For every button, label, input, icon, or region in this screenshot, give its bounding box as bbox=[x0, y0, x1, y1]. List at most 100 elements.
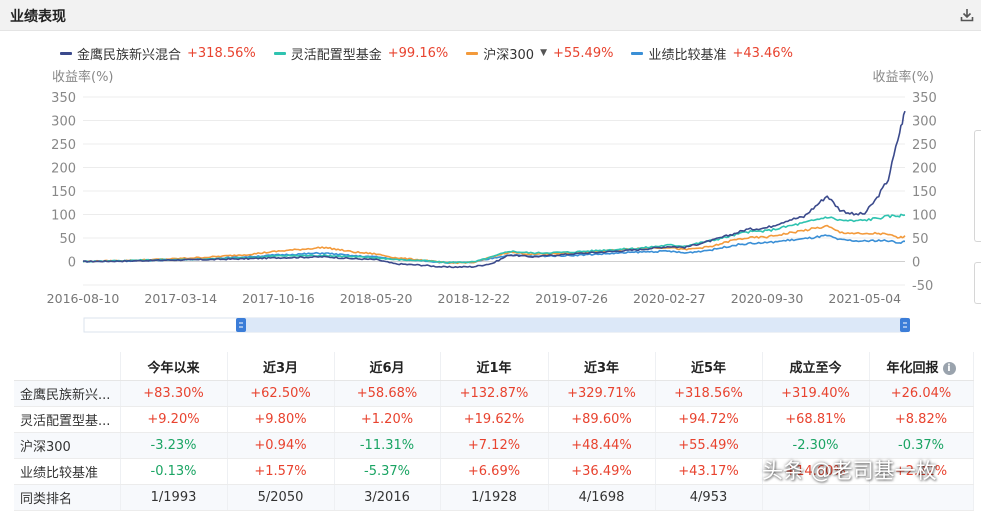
legend-item-flexible[interactable]: 灵活配置型基金 +99.16% bbox=[273, 44, 448, 63]
table-cell: 4/953 bbox=[655, 484, 763, 511]
table-cell: +2.22% bbox=[869, 458, 974, 485]
table-cell: +89.60% bbox=[548, 406, 656, 433]
y-tick-left: 100 bbox=[51, 209, 76, 224]
range-slider-handle[interactable] bbox=[236, 318, 246, 332]
y-tick-right: 250 bbox=[912, 138, 937, 153]
series-line-1 bbox=[82, 213, 906, 264]
legend-name: 业绩比较基准 bbox=[648, 47, 727, 63]
table-cell: +8.82% bbox=[869, 406, 974, 433]
table-cell: +329.71% bbox=[548, 380, 656, 407]
y-tick-right: 350 bbox=[912, 91, 937, 106]
legend-swatch bbox=[631, 51, 644, 55]
table-cell: +48.44% bbox=[548, 432, 656, 459]
row-name: 同类排名 bbox=[14, 484, 121, 511]
table-cell: -0.37% bbox=[869, 432, 974, 459]
table-cell: +94.72% bbox=[655, 406, 763, 433]
dropdown-caret-icon[interactable]: ▼ bbox=[540, 48, 547, 58]
table-header-cell: 今年以来 bbox=[120, 352, 228, 381]
y-tick-left: 150 bbox=[51, 185, 76, 200]
y-tick-right: 150 bbox=[912, 185, 937, 200]
side-tab[interactable] bbox=[974, 262, 981, 304]
x-tick-label: 2020-09-30 bbox=[731, 291, 804, 306]
table-header-cell bbox=[14, 352, 121, 381]
legend-name: 沪深300 bbox=[483, 47, 535, 63]
table-row[interactable]: 业绩比较基准 -0.13% +1.57% -5.37% +6.69% +36.49% +43… bbox=[14, 458, 974, 485]
performance-line-chart: 0 50 100 150 200 250 300 350 -50 0 50 100 150 200 250 3… bbox=[47, 69, 937, 333]
table-row[interactable]: 沪深300 -3.23% +0.94% -11.31% +7.12% +48.44% +55… bbox=[14, 432, 974, 459]
y-tick-left: 50 bbox=[59, 232, 76, 247]
table-cell: 4/1698 bbox=[548, 484, 656, 511]
legend-name: 灵活配置型基金 bbox=[290, 47, 382, 63]
y-tick-right: -50 bbox=[912, 279, 933, 294]
table-header-cell: 成立至今 bbox=[762, 352, 870, 381]
legend-item-benchmark[interactable]: 业绩比较基准 +43.46% bbox=[631, 44, 793, 63]
download-icon[interactable] bbox=[959, 7, 975, 23]
y-tick-right: 0 bbox=[912, 256, 920, 271]
table-cell: 1/1928 bbox=[440, 484, 549, 511]
table-cell: -3.23% bbox=[120, 432, 228, 459]
table-cell: +14.60% bbox=[762, 458, 870, 485]
x-tick-label: 2016-08-10 bbox=[47, 291, 120, 306]
y-axis-label-left: 收益率(%) bbox=[52, 69, 114, 85]
table-cell: +68.81% bbox=[762, 406, 870, 433]
y-tick-right: 300 bbox=[912, 115, 937, 130]
table-cell: -0.13% bbox=[120, 458, 228, 485]
table-cell: +62.50% bbox=[227, 380, 335, 407]
x-tick-label: 2020-02-27 bbox=[633, 291, 706, 306]
y-tick-left: 350 bbox=[51, 91, 76, 106]
legend-value: +43.46% bbox=[732, 45, 793, 61]
watermark: 头条 @老司基一枚 bbox=[762, 459, 937, 483]
legend-item-csi300[interactable]: 沪深300 ▼ +55.49% bbox=[466, 44, 613, 63]
table-cell: +1.20% bbox=[334, 406, 441, 433]
table-cell: -5.37% bbox=[334, 458, 441, 485]
table-header-cell: 近3月 bbox=[227, 352, 335, 381]
table-cell: 5/2050 bbox=[227, 484, 335, 511]
table-header-row: 今年以来 近3月 近6月 近1年 近3年 近5年 成立至今 年化回报 i bbox=[14, 352, 974, 381]
table-cell: +7.12% bbox=[440, 432, 549, 459]
legend-swatch bbox=[60, 51, 72, 55]
table-header-cell: 近3年 bbox=[548, 352, 656, 381]
table-cell: +319.40% bbox=[762, 380, 870, 407]
x-tick-label: 2018-12-22 bbox=[438, 291, 511, 306]
table-cell: +19.62% bbox=[440, 406, 549, 433]
row-name: 金鹰民族新兴... bbox=[14, 380, 121, 407]
x-tick-label: 2018-05-20 bbox=[340, 291, 413, 306]
info-icon[interactable]: i bbox=[942, 361, 956, 375]
y-axis-label-right: 收益率(%) bbox=[873, 69, 935, 85]
y-tick-right: 100 bbox=[912, 209, 937, 224]
table-header-cell: 近5年 bbox=[655, 352, 763, 381]
range-slider-handle[interactable] bbox=[900, 318, 910, 332]
table-cell: +0.94% bbox=[227, 432, 335, 459]
x-tick-label: 2017-10-16 bbox=[242, 291, 315, 306]
section-header: 业绩表现 bbox=[0, 0, 981, 31]
table-cell bbox=[762, 484, 870, 511]
table-cell: +9.20% bbox=[120, 406, 228, 433]
table-cell: +132.87% bbox=[440, 380, 549, 407]
table-cell: -2.30% bbox=[762, 432, 870, 459]
table-header-cell: 年化回报 i bbox=[869, 352, 974, 381]
table-row[interactable]: 灵活配置型基... +9.20% +9.80% +1.20% +19.62% +89.60… bbox=[14, 406, 974, 433]
x-tick-label: 2021-05-04 bbox=[828, 291, 901, 306]
table-cell: +58.68% bbox=[334, 380, 441, 407]
section-title: 业绩表现 bbox=[10, 9, 66, 25]
table-cell: +1.57% bbox=[227, 458, 335, 485]
y-tick-left: 200 bbox=[51, 162, 76, 177]
y-tick-left: 300 bbox=[51, 115, 76, 130]
y-tick-right: 50 bbox=[912, 232, 929, 247]
legend-swatch bbox=[466, 51, 479, 55]
side-tab[interactable] bbox=[974, 130, 981, 242]
legend-value: +318.56% bbox=[187, 45, 256, 61]
row-name: 灵活配置型基... bbox=[14, 406, 121, 433]
range-slider-selection bbox=[240, 318, 906, 332]
table-cell: +9.80% bbox=[227, 406, 335, 433]
table-cell: +55.49% bbox=[655, 432, 763, 459]
table-header-cell: 近1年 bbox=[440, 352, 549, 381]
legend-item-fund[interactable]: 金鹰民族新兴混合 +318.56% bbox=[60, 44, 256, 63]
table-row[interactable]: 金鹰民族新兴... +83.30% +62.50% +58.68% +132.87% +3… bbox=[14, 380, 974, 407]
table-row[interactable]: 同类排名 1/1993 5/2050 3/2016 1/1928 4/1698 4/953 bbox=[14, 484, 974, 511]
table-cell: +6.69% bbox=[440, 458, 549, 485]
row-name: 沪深300 bbox=[14, 432, 121, 459]
performance-table: 今年以来 近3月 近6月 近1年 近3年 近5年 成立至今 年化回报 i 金鹰民族… bbox=[14, 352, 974, 511]
table-cell: +83.30% bbox=[120, 380, 228, 407]
legend-swatch bbox=[273, 51, 286, 55]
